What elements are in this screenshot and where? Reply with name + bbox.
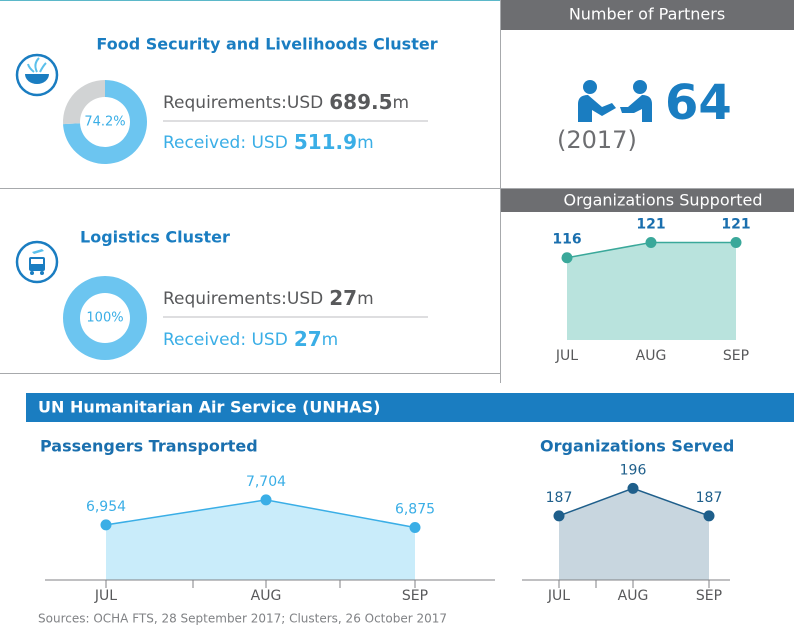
x-tick-label: AUG (251, 588, 282, 604)
received: Received: USD 27m (163, 327, 338, 351)
point (553, 510, 565, 522)
value-label: 121 (636, 216, 665, 232)
unit: m (357, 289, 374, 309)
donut-segment (63, 80, 105, 125)
received-label: Received: USD (163, 330, 288, 350)
partners-year: (2017) (557, 126, 637, 154)
value-label: 187 (546, 490, 573, 506)
value-label: 196 (620, 462, 647, 478)
partners-icon (578, 80, 652, 122)
point (260, 494, 272, 506)
chart-title: Passengers Transported (40, 437, 258, 456)
x-tick-label: JUL (555, 348, 578, 364)
point (409, 522, 421, 533)
unit: m (393, 93, 410, 113)
point (561, 252, 573, 264)
x-tick-label: SEP (696, 588, 722, 604)
point (703, 510, 715, 522)
header-bar (501, 0, 794, 30)
panel-title: Organizations Supported (564, 191, 763, 210)
cluster-title: Logistics Cluster (80, 228, 230, 247)
section-title: UN Humanitarian Air Service (UNHAS) (38, 398, 380, 417)
area (559, 488, 709, 580)
value-label: 187 (696, 490, 723, 506)
chart-title: Organizations Served (540, 437, 734, 456)
requirements-label: Requirements:USD (163, 93, 323, 113)
header-bar (501, 189, 794, 212)
x-tick-label: SEP (723, 348, 749, 364)
requirements-value: 689.5 (329, 90, 392, 114)
received: Received: USD 511.9m (163, 130, 374, 154)
value-label: 6,875 (395, 502, 435, 518)
logistics-icon (15, 240, 59, 284)
received-label: Received: USD (163, 133, 288, 153)
donut-segment (63, 276, 147, 360)
partners-value: 64 (665, 75, 732, 131)
x-tick-label: JUL (94, 588, 117, 604)
point (627, 482, 639, 494)
requirements-value: 27 (329, 286, 357, 310)
cluster-title: Food Security and Livelihoods Cluster (96, 35, 437, 54)
section-bar (26, 393, 794, 422)
received-value: 27 (294, 327, 322, 351)
requirements: Requirements:USD 689.5m (163, 90, 409, 114)
unit: m (322, 330, 339, 350)
point (645, 236, 657, 248)
value-label: 121 (721, 216, 750, 232)
point (730, 236, 742, 248)
food-icon (15, 53, 59, 97)
x-tick-label: AUG (636, 348, 667, 364)
point (100, 519, 112, 531)
requirements: Requirements:USD 27m (163, 286, 374, 310)
value-label: 6,954 (86, 499, 126, 515)
area (106, 499, 415, 580)
x-tick-label: JUL (547, 588, 570, 604)
x-tick-label: SEP (402, 588, 428, 604)
donut-label: 100% (86, 311, 123, 326)
sources: Sources: OCHA FTS, 28 September 2017; Cl… (38, 612, 447, 626)
donut-segment (63, 80, 147, 164)
x-tick-label: AUG (618, 588, 649, 604)
received-value: 511.9 (294, 130, 357, 154)
panel-title: Number of Partners (569, 5, 725, 24)
donut-label: 74.2% (84, 115, 125, 130)
requirements-label: Requirements:USD (163, 289, 323, 309)
area (567, 242, 736, 340)
unit: m (357, 133, 374, 153)
value-label: 116 (552, 232, 581, 248)
value-label: 7,704 (246, 474, 286, 490)
